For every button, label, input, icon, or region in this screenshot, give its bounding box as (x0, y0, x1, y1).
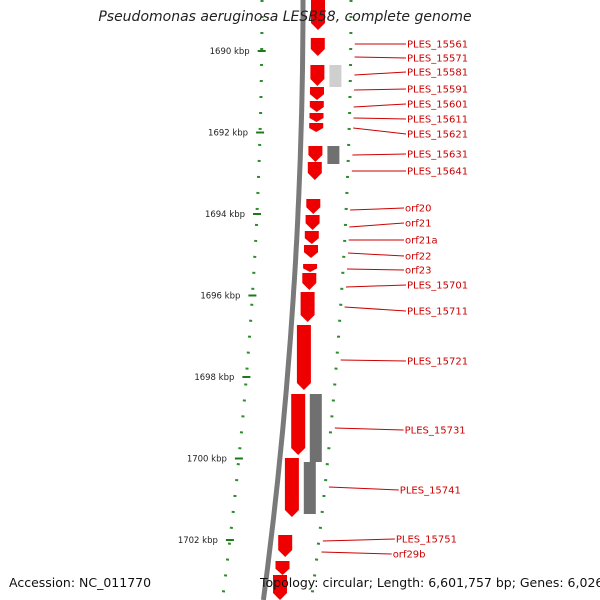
scale-tick-label: 1694 kbp (205, 210, 245, 220)
gene-label: PLES_15621 (407, 130, 468, 141)
scale-tick (253, 213, 261, 215)
map-title: Pseudomonas aeruginosa LESB58, complete … (98, 9, 472, 25)
gene-label: PLES_15611 (407, 115, 468, 126)
gene-arrow (284, 458, 299, 517)
gene-arrow (306, 199, 321, 214)
gene-arrow (291, 394, 306, 455)
gene-leader-line (352, 153, 407, 156)
gene-arrow (302, 273, 317, 290)
gene-leader-line (345, 284, 407, 288)
gene-block (329, 65, 342, 87)
gene-label: PLES_15561 (407, 40, 468, 51)
gene-leader-line (353, 117, 407, 120)
scale-tick (248, 294, 257, 297)
gene-leader-line (344, 306, 407, 312)
gene-label: PLES_15701 (407, 281, 468, 292)
gene-arrow (307, 162, 322, 180)
gene-leader-line (349, 222, 405, 228)
scale-tick-label: 1696 kbp (200, 292, 240, 302)
gene-arrow (311, 0, 325, 30)
gene-leader-line (346, 268, 405, 271)
gene-arrow (273, 575, 287, 600)
gene-arrow (310, 87, 324, 100)
gene-label: PLES_15601 (407, 100, 468, 111)
gene-label: PLES_15721 (407, 357, 468, 368)
gene-label: PLES_15631 (407, 150, 468, 161)
scale-tick (256, 131, 265, 134)
gene-leader-line (321, 551, 392, 555)
gene-label: PLES_15711 (407, 307, 468, 318)
gene-arrow (300, 292, 315, 322)
gene-leader-line (340, 359, 407, 362)
gene-label: PLES_15741 (400, 486, 461, 497)
gene-leader-line (354, 56, 407, 59)
gene-arrow (304, 245, 318, 258)
scale-tick-label: 1698 kbp (194, 373, 234, 383)
gene-label: orf21 (405, 219, 431, 230)
gene-block (303, 462, 316, 514)
gene-arrow (305, 215, 320, 230)
scale-tick (242, 376, 251, 378)
gene-arrow (275, 561, 290, 575)
gene-label: PLES_15591 (407, 85, 468, 96)
gene-arrow (310, 38, 325, 56)
gene-label: PLES_15751 (396, 535, 457, 546)
gene-block (309, 394, 322, 462)
gene-label: orf21a (405, 236, 438, 247)
gene-arrow (303, 264, 318, 272)
gene-leader-line (347, 252, 405, 257)
gene-leader-line (354, 71, 407, 76)
gene-arrow (296, 325, 311, 390)
scale-tick-label: 1690 kbp (210, 47, 250, 57)
scale-tick (225, 539, 234, 541)
scale-tick (257, 50, 266, 52)
gene-leader-line (328, 486, 399, 491)
backbone-arc (260, 0, 306, 600)
scale-tick-label: 1692 kbp (208, 129, 248, 139)
gene-arrow (309, 101, 324, 112)
gene-arrow (309, 123, 324, 132)
gene-label: PLES_15581 (407, 68, 468, 79)
scale-tick (234, 457, 243, 460)
gene-block (327, 146, 340, 164)
gene-leader-line (334, 427, 404, 431)
scale-tick-label: 1700 kbp (187, 455, 227, 465)
gene-label: orf23 (405, 266, 431, 277)
gene-label: PLES_15641 (407, 167, 468, 178)
gene-arrow (308, 146, 323, 162)
scale-tick-label: 1702 kbp (178, 536, 218, 546)
gene-label: PLES_15731 (405, 426, 466, 437)
gene-leader-line (354, 88, 407, 91)
gene-leader-line (353, 103, 407, 108)
accession-label: Accession: NC_011770 (9, 575, 152, 590)
gene-arrow (309, 113, 324, 122)
gene-leader-line (350, 207, 405, 211)
gene-label: orf22 (405, 252, 431, 263)
gene-label: PLES_15571 (407, 54, 468, 65)
gene-arrow (304, 231, 319, 244)
gene-arrow (310, 65, 325, 86)
gene-leader-line (353, 127, 407, 135)
gene-arrow (278, 535, 293, 557)
topology-label: Topology: circular; Length: 6,601,757 bp… (260, 575, 600, 590)
gene-leader-line (322, 538, 395, 542)
gene-label: orf29b (393, 550, 426, 561)
gene-label: orf20 (405, 204, 431, 215)
